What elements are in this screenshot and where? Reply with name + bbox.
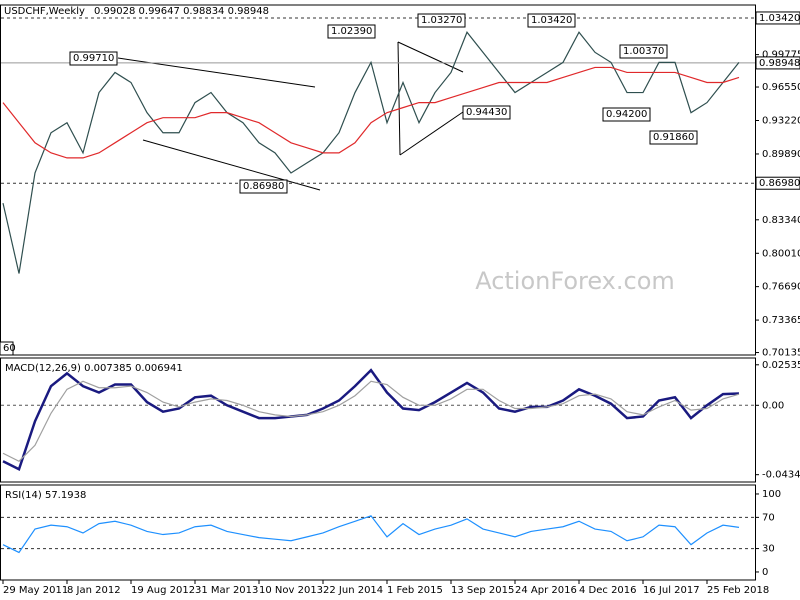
series-line	[2, 368, 740, 471]
y-tick-label: 0	[762, 567, 768, 578]
trend-line	[397, 41, 464, 73]
trend-line	[142, 139, 321, 191]
last-price-box	[755, 56, 800, 70]
annotation: 0.94200	[606, 109, 647, 120]
series-line	[2, 66, 740, 159]
annotation-box	[649, 130, 698, 145]
level-label-box	[755, 11, 800, 25]
panel-title: MACD(12,26,9) 0.007385 0.006941	[5, 363, 183, 374]
level-label: 0.86980	[759, 178, 800, 189]
x-tick-label: 16 Jul 2017	[643, 585, 700, 596]
annotation-box	[619, 44, 668, 59]
annotation: 1.03420	[531, 15, 572, 26]
annotation: 0.99710	[73, 53, 114, 64]
annotation: 0.91860	[653, 132, 694, 143]
trend-line	[397, 41, 401, 156]
annotation: 60	[3, 343, 16, 354]
annotation-box	[327, 24, 376, 39]
x-tick-label: 1 Feb 2015	[387, 585, 443, 596]
y-tick-label: 0.00	[762, 400, 784, 411]
y-tick-label: 0.89890	[762, 149, 800, 160]
y-tick-label: 0.80010	[762, 248, 800, 259]
annotation-box	[0, 341, 14, 356]
annotation: 0.94430	[466, 107, 507, 118]
panel-title: RSI(14) 57.1938	[5, 490, 86, 501]
level-label-box	[755, 176, 800, 190]
annotation-box	[417, 13, 466, 28]
annotation-box	[69, 51, 118, 66]
annotation-box	[462, 105, 511, 120]
x-tick-label: 19 Aug 2012	[131, 585, 195, 596]
y-tick-label: 100	[762, 489, 781, 500]
series-line	[2, 515, 740, 554]
y-tick-label: 0.025353	[762, 360, 800, 371]
annotation-box	[239, 179, 288, 194]
x-tick-label: 25 Feb 2018	[707, 585, 769, 596]
annotation: 1.03270	[421, 15, 462, 26]
quote: 0.99028 0.99647 0.98834 0.98948	[94, 6, 269, 17]
y-tick-label: 0.70135	[762, 348, 800, 359]
watermark: ActionForex.com	[475, 267, 675, 295]
series-line	[2, 380, 740, 462]
x-tick-label: 24 Apr 2016	[515, 585, 577, 596]
x-tick-label: 31 Mar 2013	[195, 585, 258, 596]
annotation-box	[602, 107, 651, 122]
y-tick-label: 0.99775	[762, 50, 800, 61]
trend-line	[399, 111, 464, 156]
y-tick-label: 0.83340	[762, 215, 800, 226]
level-label: 1.03420	[759, 13, 800, 24]
annotation: 0.86980	[243, 181, 284, 192]
x-tick-label: 10 Nov 2013	[259, 585, 323, 596]
panel-frame	[0, 357, 756, 483]
y-tick-label: -0.043419	[762, 470, 800, 481]
annotation: 1.00370	[623, 46, 664, 57]
x-tick-label: 29 May 2011	[3, 585, 68, 596]
panel-frame	[0, 484, 756, 581]
x-tick-label: 13 Sep 2015	[451, 585, 514, 596]
series-line	[2, 31, 740, 274]
y-tick-label: 70	[762, 512, 775, 523]
annotation: 1.02390	[331, 26, 372, 37]
symbol: USDCHF,Weekly	[4, 6, 85, 17]
y-tick-label: 0.76690	[762, 282, 800, 293]
x-tick-label: 22 Jun 2014	[323, 585, 383, 596]
y-tick-label: 30	[762, 544, 775, 555]
y-tick-label: 0.96550	[762, 82, 800, 93]
x-tick-label: 4 Dec 2016	[579, 585, 637, 596]
annotation-box	[527, 13, 576, 28]
x-tick-label: 8 Jan 2012	[67, 585, 121, 596]
y-tick-label: 0.73365	[762, 315, 800, 326]
y-tick-label: 0.93220	[762, 115, 800, 126]
last-price-label: 0.98948	[759, 58, 800, 69]
